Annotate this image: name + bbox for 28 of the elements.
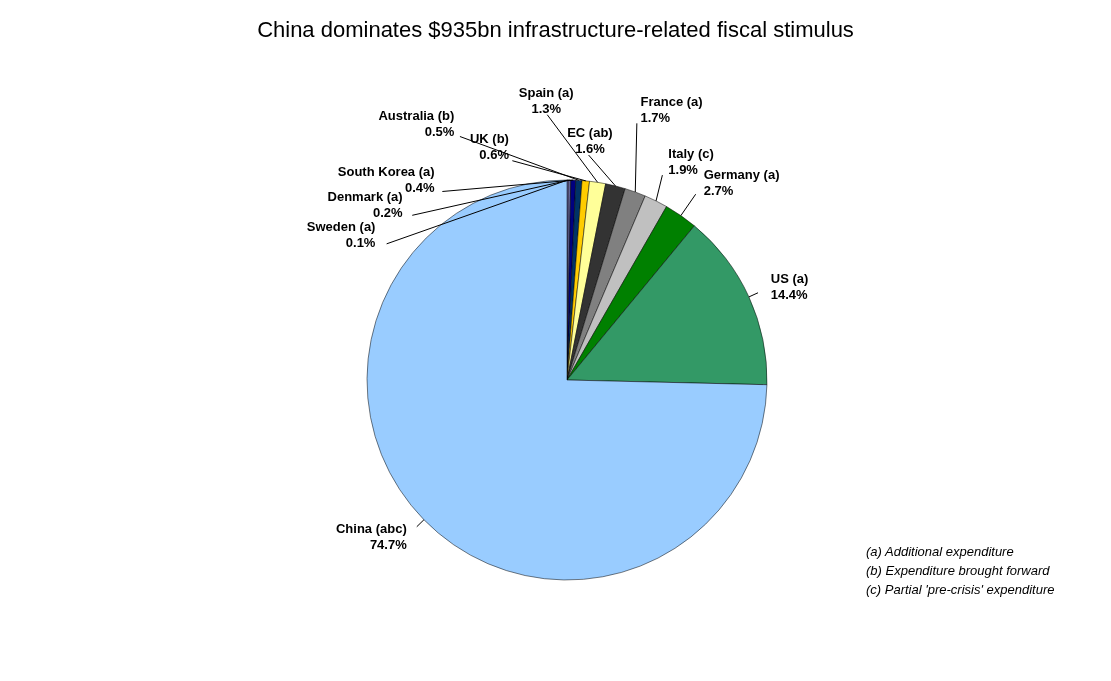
slice-label: Australia (b) [378,107,455,123]
chart-title: China dominates $935bn infrastructure-related fiscal stimulus [257,17,854,42]
data-label: 1.7% [640,109,671,125]
slice-label: Denmark (a) [327,189,403,205]
slice-label: Sweden (a) [306,219,376,235]
data-label: 1.3% [531,100,562,116]
slice-label: Italy (c) [668,146,714,162]
data-label: 0.1% [345,235,376,251]
data-label: 2.7% [703,182,734,198]
text: (b) Expenditure brought forward [866,563,1051,578]
text: (a) Additional expenditure [866,544,1014,559]
data-label: 0.4% [404,179,436,195]
slice-label: US (a) [770,270,809,286]
data-label: 74.7% [369,536,408,552]
slice-label: South Korea (a) [337,163,435,179]
slice-label: Spain (a) [518,84,574,100]
slice-label: Germany (a) [703,166,780,182]
slice-label: EC (ab) [567,125,613,141]
data-label: 0.5% [424,123,455,139]
text: (c) Partial 'pre-crisis' expenditure [866,582,1055,597]
data-label: 1.6% [575,141,606,157]
slice-label: UK (b) [469,131,509,147]
data-label: 1.9% [668,162,699,178]
slice-label: France (a) [640,93,703,109]
data-label: 0.6% [479,147,510,163]
data-label: 14.4% [770,286,809,302]
slice-label: China (abc) [335,520,407,536]
data-label: 0.2% [373,205,404,221]
